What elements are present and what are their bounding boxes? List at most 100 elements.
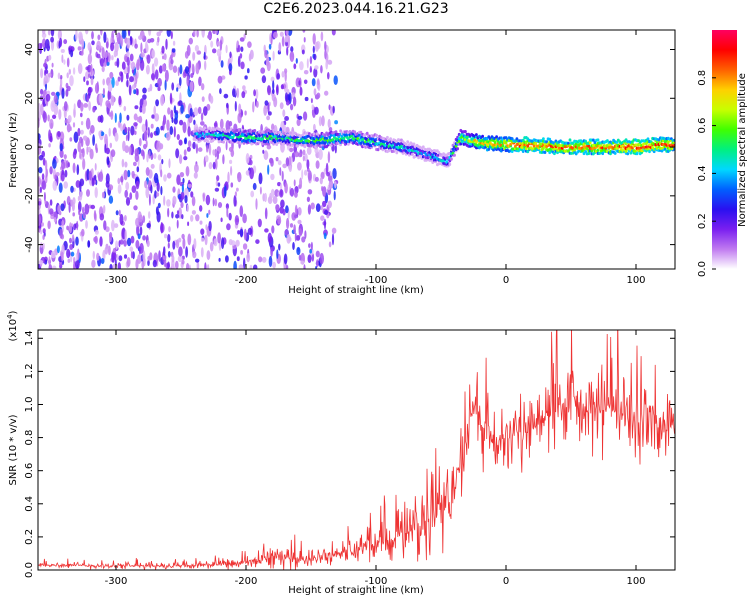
y-tick-label: 0.8 [24, 430, 35, 446]
noise-cell [312, 33, 316, 45]
noise-cell [134, 152, 139, 163]
noise-cell [90, 204, 96, 210]
noise-cell [87, 42, 92, 51]
noise-cell [42, 228, 46, 234]
noise-cell [130, 61, 136, 70]
y-tick-label: 1.4 [24, 330, 35, 346]
noise-cell [196, 30, 199, 38]
noise-cell [321, 115, 325, 127]
noise-cell [327, 72, 330, 80]
noise-cell [155, 126, 160, 136]
noise-cell [332, 105, 335, 114]
noise-cell [209, 95, 214, 104]
noise-cell [195, 62, 200, 75]
noise-cell [156, 181, 160, 192]
line-cell [448, 162, 452, 166]
noise-cell [124, 126, 128, 134]
noise-cell [297, 207, 302, 216]
line-cell [599, 143, 603, 147]
noise-cell [109, 71, 114, 79]
noise-cell [258, 172, 263, 185]
line-cell [323, 133, 327, 137]
colorbar-tick-label: 0.2 [697, 213, 708, 229]
noise-cell [58, 109, 62, 120]
noise-cell [160, 169, 163, 178]
noise-cell [237, 44, 241, 53]
noise-cell [170, 59, 174, 65]
noise-cell [190, 214, 194, 222]
noise-cell [142, 235, 147, 241]
noise-cell [78, 201, 82, 213]
noise-cell [68, 202, 71, 213]
noise-cell [117, 262, 121, 269]
noise-cell [200, 228, 205, 235]
noise-cell [90, 77, 94, 86]
noise-cell [224, 185, 227, 197]
x-tick-label: -200 [235, 275, 258, 286]
noise-cell [293, 63, 297, 70]
noise-cell [289, 147, 294, 153]
noise-cell [239, 37, 245, 42]
noise-cell [247, 227, 253, 235]
noise-cell [261, 75, 267, 84]
noise-cell [61, 219, 65, 227]
noise-cell [260, 67, 266, 74]
line-cell [475, 133, 478, 137]
noise-cell [176, 210, 180, 215]
noise-cell [225, 120, 231, 132]
line-cell [596, 148, 600, 152]
noise-cell [248, 159, 253, 166]
noise-cell [270, 188, 275, 198]
noise-cell [310, 98, 313, 104]
noise-cell [140, 149, 145, 157]
noise-cell [266, 144, 272, 150]
noise-cell [162, 55, 165, 60]
noise-cell [286, 46, 289, 56]
noise-cell [167, 233, 171, 243]
noise-cell [145, 43, 149, 53]
noise-cell [299, 177, 303, 189]
noise-cell [199, 220, 203, 225]
noise-cell [115, 240, 119, 250]
noise-cell [50, 100, 56, 112]
noise-cell [100, 30, 103, 36]
colorbar-gradient [712, 30, 737, 269]
noise-cell [150, 163, 155, 169]
x-tick-label: 100 [626, 576, 645, 587]
noise-cell [160, 94, 165, 106]
noise-cell [42, 234, 45, 240]
noise-cell [136, 224, 140, 236]
noise-cell [245, 153, 250, 164]
noise-cell [121, 61, 126, 70]
noise-cell [313, 67, 318, 78]
noise-cell [127, 169, 131, 178]
noise-cell [107, 82, 113, 92]
line-cell [457, 139, 461, 144]
noise-cell [328, 127, 333, 132]
noise-cell [303, 111, 308, 121]
noise-cell [296, 118, 301, 127]
noise-cell [200, 237, 205, 242]
noise-cell [106, 156, 110, 166]
noise-cell [126, 237, 132, 247]
noise-cell [306, 159, 310, 170]
noise-cell [96, 40, 101, 51]
noise-cell [145, 167, 150, 176]
noise-cell [331, 30, 336, 36]
noise-cell [197, 147, 203, 152]
noise-cell [294, 232, 297, 242]
noise-cell [68, 68, 72, 75]
noise-cell [60, 171, 65, 182]
noise-cell [180, 201, 184, 209]
noise-cell [134, 43, 138, 49]
noise-cell [92, 106, 96, 113]
noise-cell [302, 149, 306, 156]
noise-cell [289, 223, 294, 228]
line-cell [524, 147, 528, 151]
noise-cell [126, 51, 130, 57]
spectrogram-y-axis-label: Frequency (Hz) [8, 112, 19, 188]
line-cell [273, 134, 277, 138]
noise-cell [183, 156, 188, 161]
noise-cell [58, 218, 63, 226]
noise-cell [303, 70, 309, 75]
